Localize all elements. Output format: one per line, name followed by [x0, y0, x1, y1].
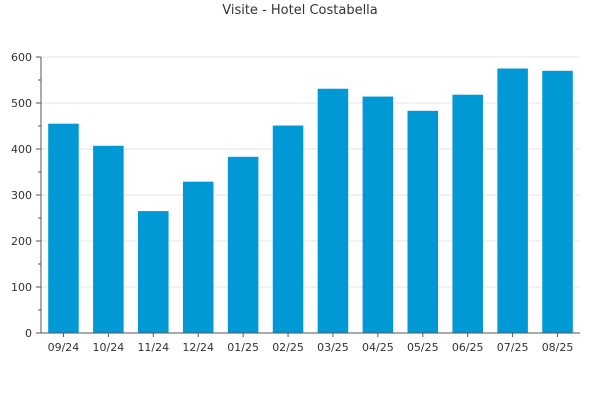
bar: [362, 96, 394, 333]
bar: [497, 68, 528, 333]
bar: [407, 110, 439, 333]
y-tick-label: 300: [11, 189, 32, 202]
x-tick-label: 03/25: [317, 341, 349, 354]
bar: [138, 211, 169, 333]
x-tick-label: 11/24: [137, 341, 169, 354]
y-tick-label: 0: [25, 327, 32, 340]
x-tick-label: 02/25: [272, 341, 304, 354]
y-tick-label: 400: [11, 143, 32, 156]
bar: [48, 123, 79, 333]
x-tick-label: 01/25: [227, 341, 259, 354]
x-tick-label: 04/25: [362, 341, 394, 354]
x-tick-label: 09/24: [48, 341, 80, 354]
bar: [542, 70, 573, 334]
x-tick-label: 10/24: [93, 341, 125, 354]
bar: [272, 125, 304, 333]
y-tick-label: 600: [11, 51, 32, 64]
chart-title: Visite - Hotel Costabella: [222, 3, 378, 18]
y-tick-label: 500: [11, 97, 32, 110]
x-tick-label: 06/25: [452, 341, 484, 354]
bar: [452, 94, 483, 333]
x-tick-label: 08/25: [542, 341, 574, 354]
bar: [182, 181, 214, 333]
x-tick-label: 12/24: [182, 341, 214, 354]
bar: [93, 145, 124, 333]
y-tick-label: 200: [11, 235, 32, 248]
x-tick-label: 05/25: [407, 341, 439, 354]
x-tick-label: 07/25: [497, 341, 529, 354]
bar: [317, 88, 349, 334]
y-tick-label: 100: [11, 281, 32, 294]
bar: [227, 156, 259, 333]
